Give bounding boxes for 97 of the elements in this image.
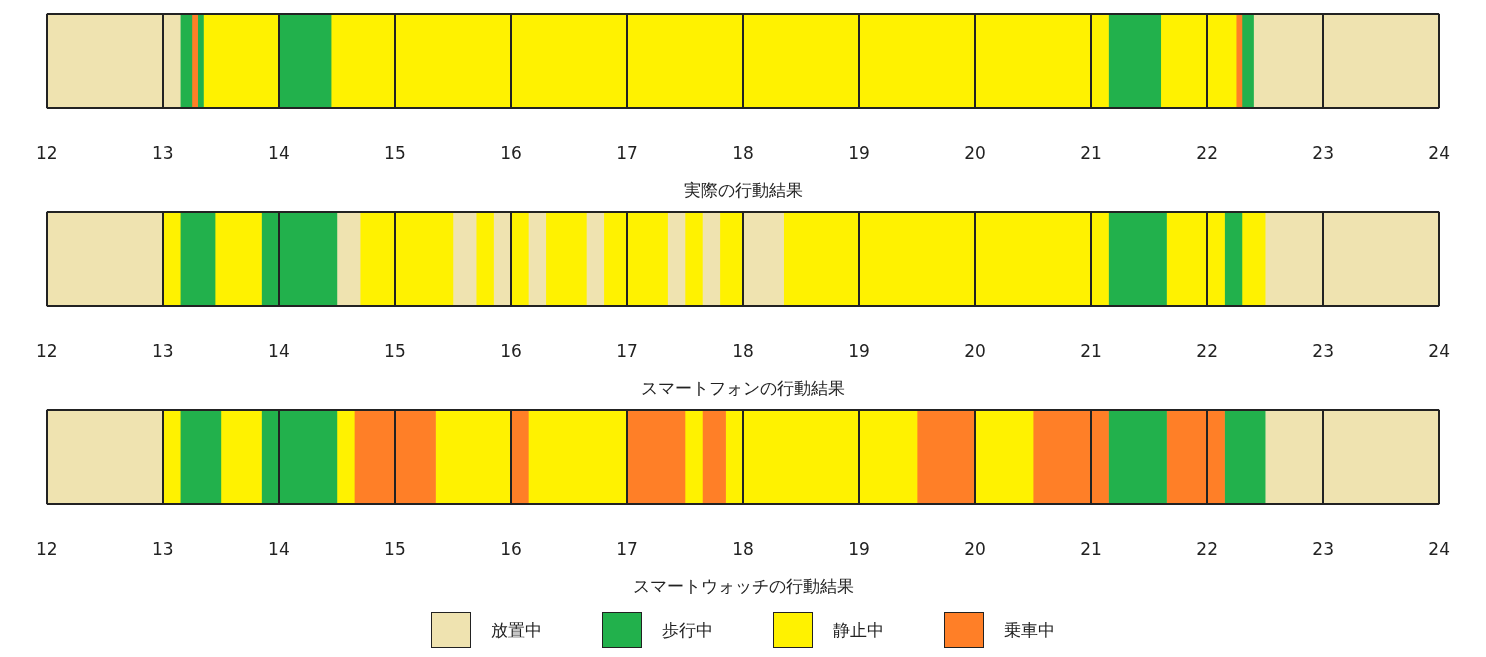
bar bbox=[220, 410, 262, 504]
bar bbox=[452, 212, 477, 306]
x-tick-label: 16 bbox=[500, 142, 522, 163]
x-tick-label: 19 bbox=[848, 340, 870, 361]
bar bbox=[528, 212, 547, 306]
bar bbox=[1160, 14, 1237, 108]
bar bbox=[1241, 14, 1254, 108]
x-tick-label: 17 bbox=[616, 142, 638, 163]
bar bbox=[191, 14, 198, 108]
bar bbox=[783, 212, 1109, 306]
x-tick-label: 21 bbox=[1080, 538, 1102, 559]
x-axis-title: スマートフォンの行動結果 bbox=[641, 378, 845, 399]
x-tick-label: 13 bbox=[152, 142, 174, 163]
x-tick-label: 19 bbox=[848, 142, 870, 163]
bar bbox=[261, 212, 338, 306]
bar bbox=[1032, 410, 1109, 504]
bar bbox=[1166, 410, 1225, 504]
x-tick-label: 13 bbox=[152, 340, 174, 361]
x-tick-label: 13 bbox=[152, 538, 174, 559]
bar bbox=[719, 212, 744, 306]
x-tick-label: 15 bbox=[384, 538, 406, 559]
bar bbox=[510, 410, 529, 504]
bar bbox=[162, 212, 181, 306]
x-tick-label: 12 bbox=[36, 142, 58, 163]
x-tick-label: 22 bbox=[1196, 340, 1218, 361]
x-tick-label: 20 bbox=[964, 340, 986, 361]
x-tick-label: 12 bbox=[36, 538, 58, 559]
bar bbox=[545, 212, 587, 306]
bar bbox=[702, 212, 721, 306]
x-tick-label: 14 bbox=[268, 142, 290, 163]
bar bbox=[510, 212, 529, 306]
bar bbox=[1241, 212, 1266, 306]
bar bbox=[179, 212, 216, 306]
x-tick-label: 17 bbox=[616, 538, 638, 559]
x-tick-label: 24 bbox=[1428, 142, 1450, 163]
bar bbox=[179, 410, 222, 504]
bar bbox=[667, 212, 686, 306]
x-tick-label: 16 bbox=[500, 538, 522, 559]
bar bbox=[214, 212, 262, 306]
x-tick-label: 23 bbox=[1312, 538, 1334, 559]
bar bbox=[916, 410, 976, 504]
x-axis-title: スマートウォッチの行動結果 bbox=[632, 576, 854, 597]
bar bbox=[203, 14, 280, 108]
bar bbox=[684, 410, 703, 504]
bar bbox=[475, 212, 494, 306]
x-tick-label: 20 bbox=[964, 142, 986, 163]
x-tick-label: 24 bbox=[1428, 538, 1450, 559]
legend-label: 放置中 bbox=[491, 618, 542, 642]
x-tick-label: 22 bbox=[1196, 538, 1218, 559]
bar bbox=[197, 14, 204, 108]
bar bbox=[336, 212, 361, 306]
x-tick-label: 14 bbox=[268, 538, 290, 559]
legend-label: 乗車中 bbox=[1004, 618, 1055, 642]
bar bbox=[435, 410, 512, 504]
bar bbox=[1108, 410, 1167, 504]
bar bbox=[162, 410, 181, 504]
x-tick-label: 12 bbox=[36, 340, 58, 361]
bar bbox=[626, 410, 686, 504]
x-tick-label: 15 bbox=[384, 340, 406, 361]
x-tick-label: 14 bbox=[268, 340, 290, 361]
bar bbox=[603, 212, 668, 306]
bar bbox=[1224, 410, 1266, 504]
x-tick-label: 24 bbox=[1428, 340, 1450, 361]
x-tick-label: 20 bbox=[964, 538, 986, 559]
bar bbox=[586, 212, 605, 306]
x-tick-label: 16 bbox=[500, 340, 522, 361]
x-tick-label: 15 bbox=[384, 142, 406, 163]
bar bbox=[1108, 14, 1162, 108]
x-tick-label: 18 bbox=[732, 538, 754, 559]
bar bbox=[702, 410, 726, 504]
x-axis-title: 実際の行動結果 bbox=[683, 180, 803, 201]
bar bbox=[725, 410, 918, 504]
x-tick-label: 18 bbox=[732, 340, 754, 361]
bar bbox=[261, 410, 338, 504]
x-tick-label: 19 bbox=[848, 538, 870, 559]
bar bbox=[742, 212, 784, 306]
x-tick-label: 23 bbox=[1312, 142, 1334, 163]
x-tick-label: 18 bbox=[732, 142, 754, 163]
bar bbox=[1224, 212, 1243, 306]
x-tick-label: 21 bbox=[1080, 142, 1102, 163]
bar bbox=[353, 410, 436, 504]
x-tick-label: 21 bbox=[1080, 340, 1102, 361]
x-tick-label: 17 bbox=[616, 340, 638, 361]
x-tick-label: 22 bbox=[1196, 142, 1218, 163]
bar bbox=[528, 410, 628, 504]
bar bbox=[974, 410, 1034, 504]
legend-label: 歩行中 bbox=[662, 618, 713, 642]
bar bbox=[684, 212, 703, 306]
bar bbox=[1235, 14, 1243, 108]
bar bbox=[330, 14, 1109, 108]
bar bbox=[1166, 212, 1225, 306]
bar bbox=[336, 410, 355, 504]
bar bbox=[359, 212, 454, 306]
text: 静止中 bbox=[833, 618, 884, 642]
bar bbox=[278, 14, 332, 108]
x-tick-label: 23 bbox=[1312, 340, 1334, 361]
bar bbox=[1108, 212, 1167, 306]
